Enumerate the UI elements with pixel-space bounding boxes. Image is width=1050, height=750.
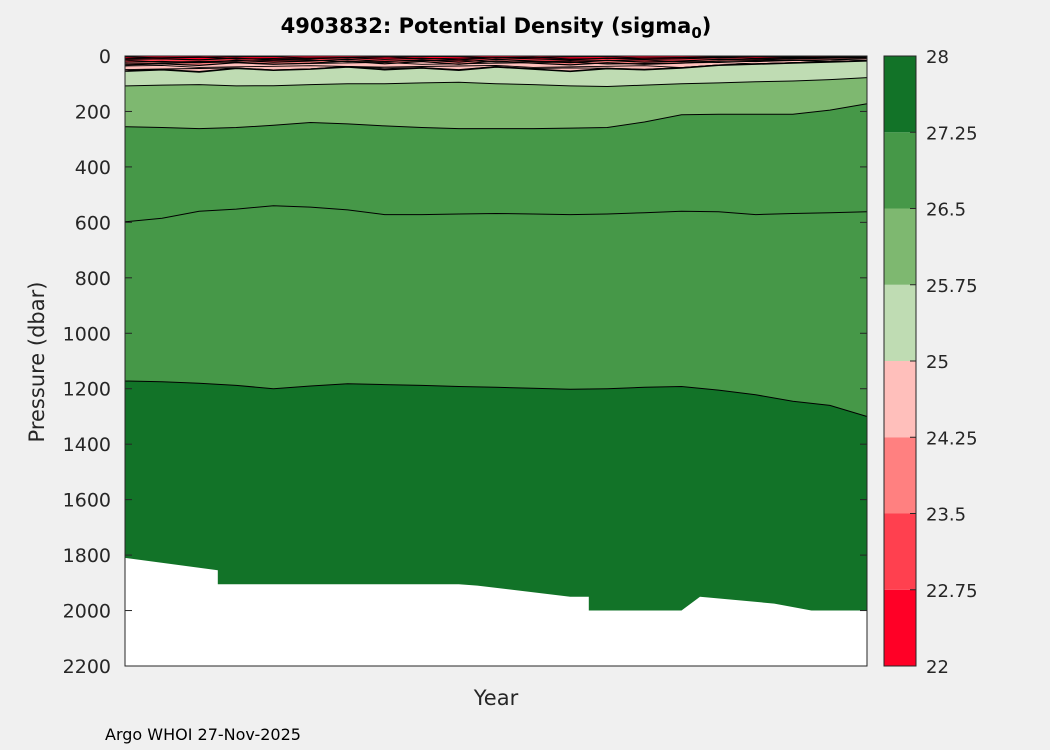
contour-line-25 bbox=[124, 60, 868, 73]
y-tick-label: 2000 bbox=[63, 601, 111, 623]
surface-contour-line bbox=[124, 59, 868, 72]
colorbar-tick-label: 23.5 bbox=[926, 505, 966, 526]
colorbar-tick-label: 28 bbox=[926, 47, 949, 68]
y-tick-label: 1000 bbox=[63, 323, 111, 345]
band-25.75-26.5 bbox=[125, 77, 867, 129]
colorbar-segment bbox=[884, 132, 916, 209]
colorbar-segment bbox=[884, 56, 916, 133]
colorbar-segment bbox=[884, 208, 916, 285]
y-tick-label: 1400 bbox=[63, 434, 111, 456]
colorbar-tick-label: 22 bbox=[926, 657, 949, 678]
colorbar-tick-label: 25.75 bbox=[926, 276, 978, 297]
y-tick-label: 200 bbox=[75, 101, 111, 123]
band-23.5-24.25 bbox=[125, 57, 867, 66]
band-26.5-27.25 bbox=[125, 103, 867, 417]
y-axis-title: Pressure (dbar) bbox=[25, 282, 49, 443]
colorbar-tick-label: 25 bbox=[926, 352, 949, 373]
colorbar-tick-label: 26.5 bbox=[926, 200, 966, 221]
surface-contour-line bbox=[124, 59, 868, 63]
x-axis-title: Year bbox=[473, 686, 519, 710]
colorbar-tick-label: 24.25 bbox=[926, 428, 978, 449]
y-tick-label: 2200 bbox=[63, 656, 111, 678]
band-27.25-28 bbox=[125, 381, 867, 611]
colorbar-tick-label: 27.25 bbox=[926, 123, 978, 144]
contour-line-27.25 bbox=[124, 380, 868, 417]
y-tick-label: 600 bbox=[75, 212, 111, 234]
colorbar-segment bbox=[884, 513, 916, 590]
plot-frame bbox=[124, 55, 868, 667]
y-tick-label: 1800 bbox=[63, 545, 111, 567]
contour-line-26.8 bbox=[124, 205, 868, 223]
surface-contour-line bbox=[124, 59, 868, 65]
y-tick-label: 800 bbox=[75, 268, 111, 290]
contour-line-25.75 bbox=[124, 77, 868, 88]
chart-title: 4903832: Potential Density (sigma0) bbox=[280, 14, 712, 43]
band-25-25.75 bbox=[125, 61, 867, 87]
footer-credit: Argo WHOI 27-Nov-2025 bbox=[105, 725, 301, 744]
colorbar-segment bbox=[884, 361, 916, 438]
colorbar-segment bbox=[884, 284, 916, 361]
y-tick-label: 1600 bbox=[63, 490, 111, 512]
surface-contour-line bbox=[124, 56, 868, 60]
y-tick-label: 400 bbox=[75, 157, 111, 179]
colorbar-tick-label: 22.75 bbox=[926, 581, 978, 602]
contour-line-26.5 bbox=[124, 103, 868, 130]
colorbar-segment bbox=[884, 437, 916, 514]
colorbar-segment bbox=[884, 589, 916, 666]
y-tick-label: 1200 bbox=[63, 379, 111, 401]
y-tick-label: 0 bbox=[99, 46, 111, 68]
